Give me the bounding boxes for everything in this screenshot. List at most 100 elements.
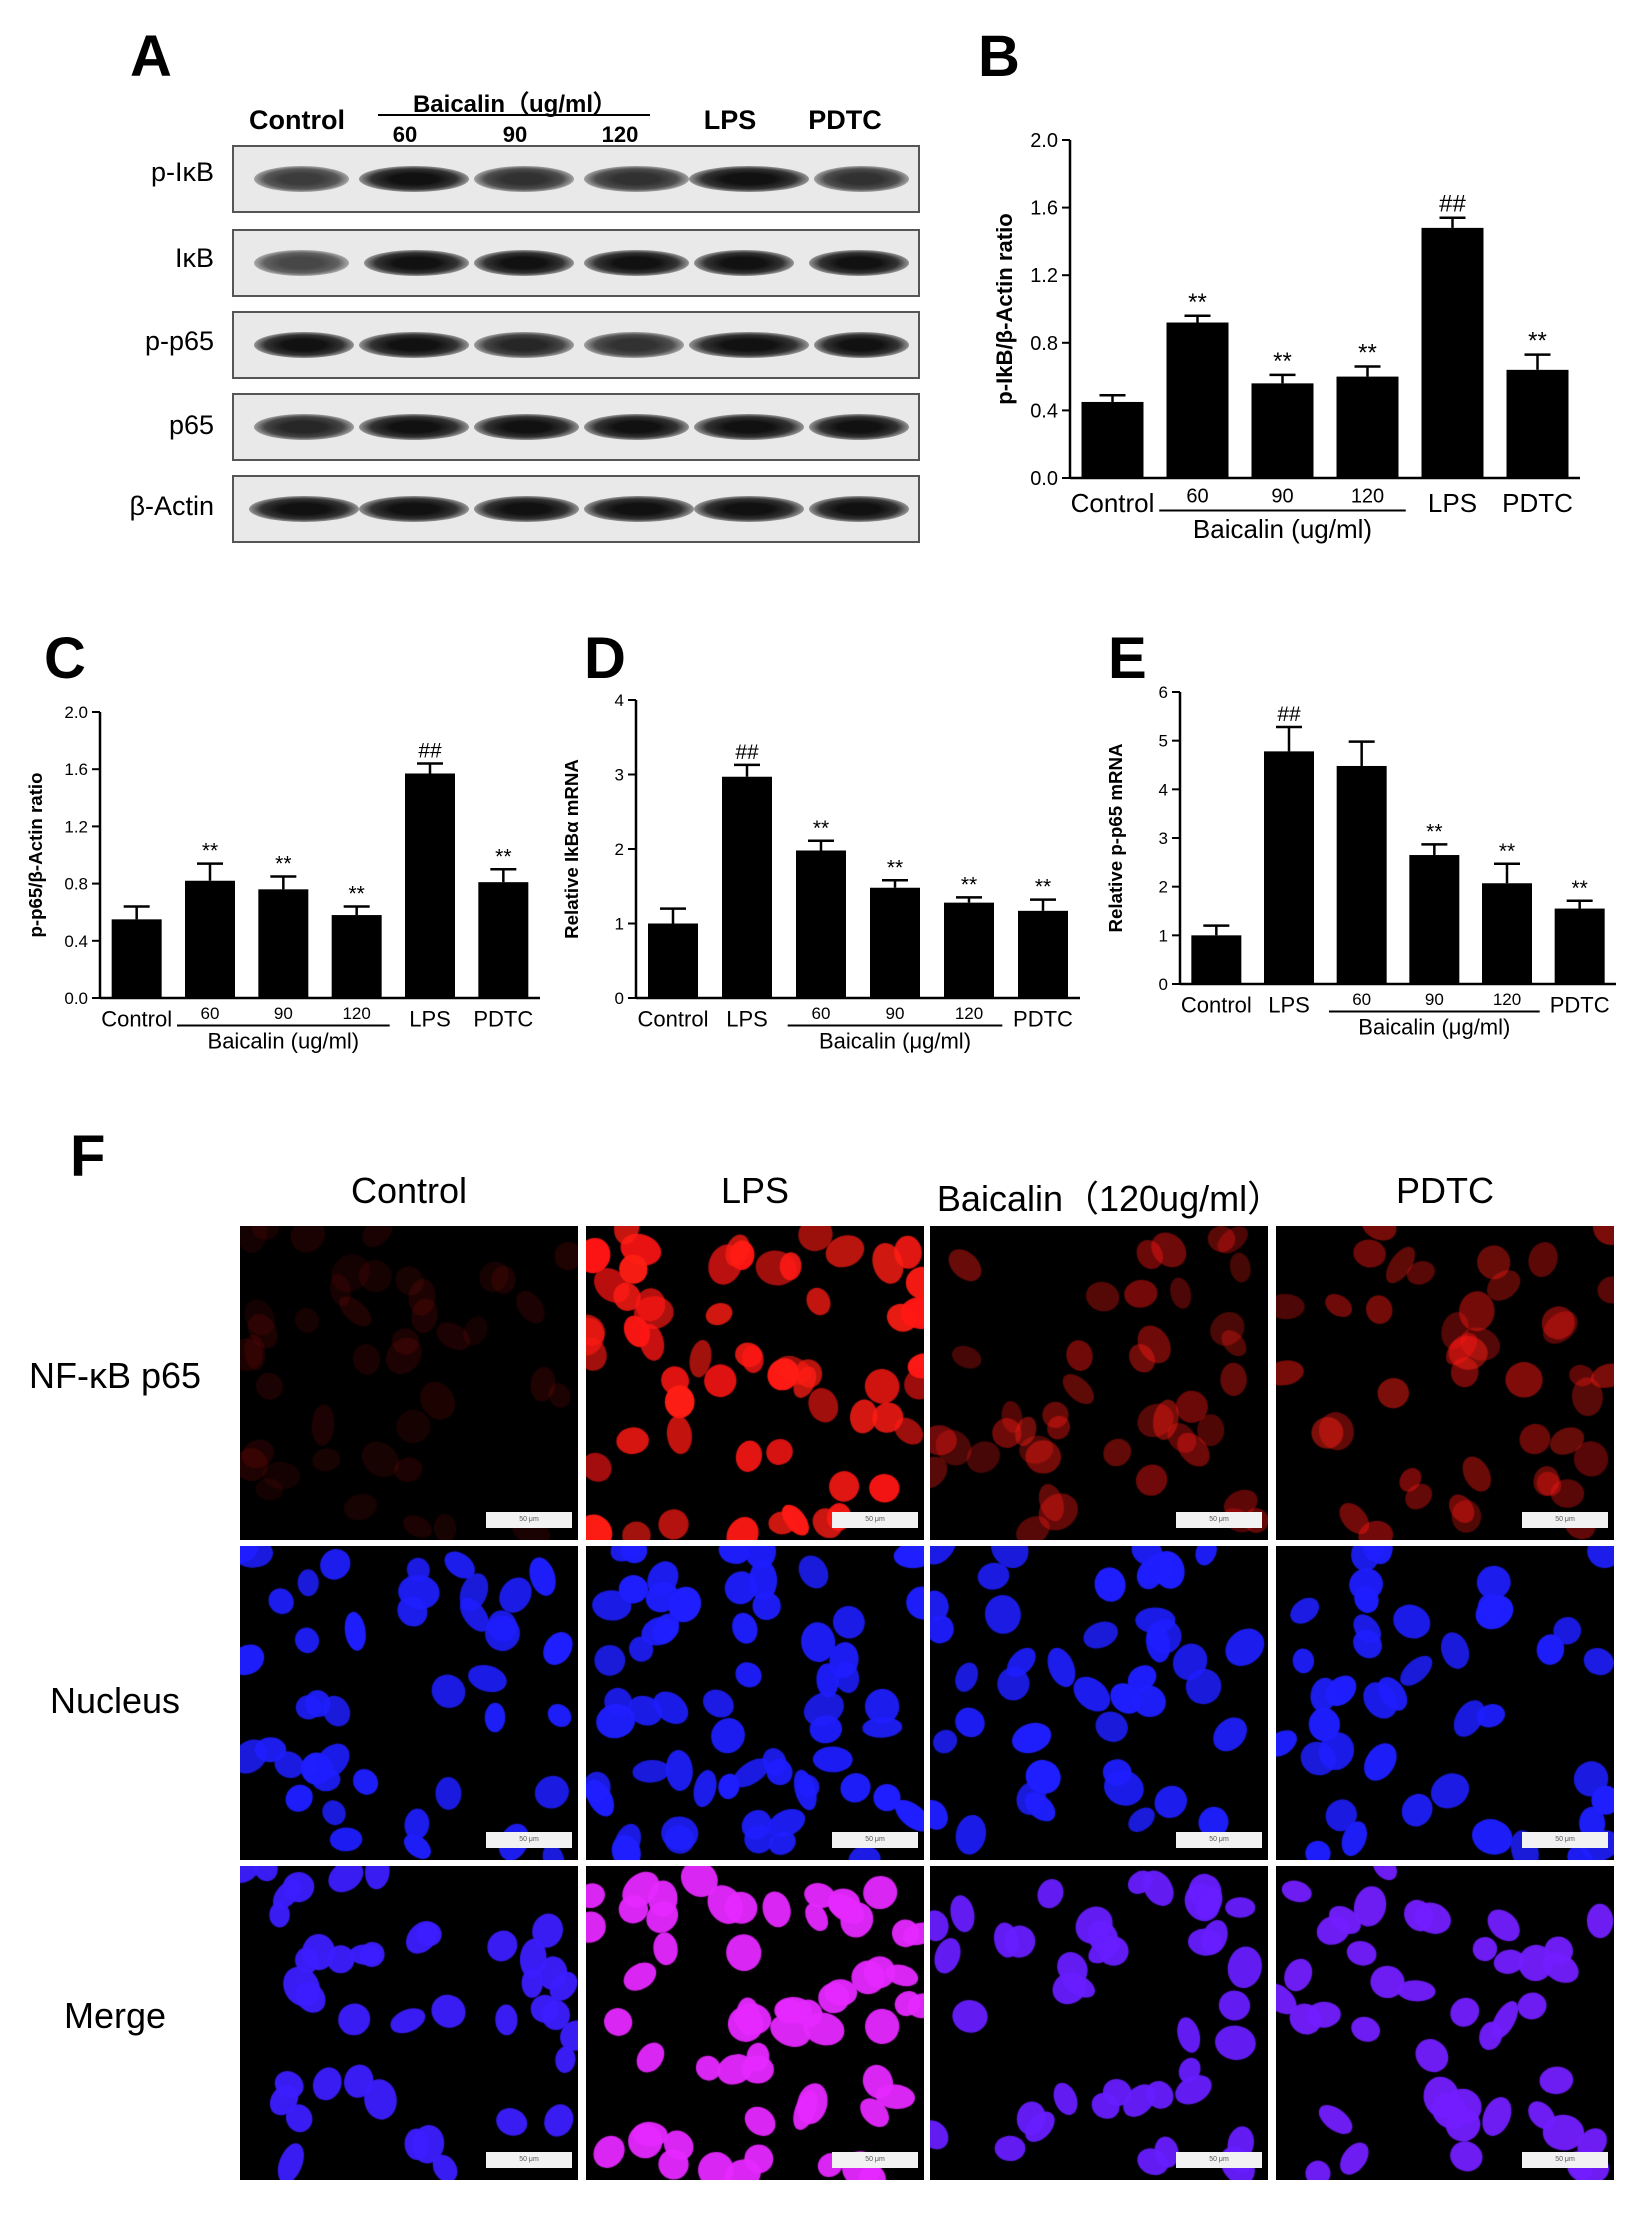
chart-e-significance-marker: **	[1571, 877, 1587, 900]
lane-label-60: 60	[392, 122, 418, 147]
scale-bar: 50 μm	[832, 2152, 918, 2168]
chart-b-category-label: 60	[1186, 486, 1208, 508]
chart-c-group-label: Baicalin (ug/ml)	[208, 1029, 360, 1054]
chart-e-significance-marker: **	[1499, 840, 1515, 863]
chart-b-y-axis-label: p-IkB/β-Actin ratio	[992, 213, 1017, 404]
scale-bar: 50 μm	[486, 1512, 572, 1528]
scale-bar: 50 μm	[1176, 2152, 1262, 2168]
nucleus-image: 50 μm	[1276, 1546, 1614, 1860]
row-label-nucleus: Nucleus	[49, 1680, 181, 1721]
chart-d-bar-lps	[722, 776, 772, 998]
chart-d-bar-60	[796, 850, 846, 998]
chart-d-significance-marker: **	[813, 817, 829, 840]
chart-c-y-tick-label: 0.0	[64, 989, 88, 1008]
merge-image: 50 μm	[240, 1866, 578, 2180]
chart-d-y-tick-label: 4	[615, 691, 624, 710]
chart-b-category-label: 90	[1271, 486, 1293, 508]
chart-e-y-tick-label: 3	[1159, 829, 1168, 848]
blot-label-ikb: IκB	[174, 243, 214, 273]
chart-e-bar-120	[1482, 883, 1532, 984]
chart-b-y-tick-label: 0.4	[1030, 400, 1058, 422]
chart-d-significance-marker: **	[887, 856, 903, 879]
chart-c-y-tick-label: 2.0	[64, 703, 88, 722]
band	[474, 414, 579, 440]
chart-d-y-axis-label: Relative IkBα mRNA	[561, 759, 582, 939]
band	[694, 414, 804, 440]
col-label-pdtc: PDTC	[1396, 1170, 1494, 1211]
chart-e-significance-marker: ##	[1277, 703, 1301, 726]
micrograph-canvas	[240, 1866, 578, 2180]
blot-strip-ikb	[232, 229, 920, 297]
nfkb-p65-image: 50 μm	[240, 1226, 578, 1540]
panel-letter-c: C	[44, 626, 86, 691]
col-label-lps: LPS	[720, 1170, 790, 1211]
blot-strip-p-ikb	[232, 145, 920, 213]
micrograph-canvas	[1276, 1546, 1614, 1860]
chart-e-y-tick-label: 5	[1159, 732, 1168, 751]
band	[254, 414, 354, 440]
chart-e-category-label: PDTC	[1550, 993, 1610, 1018]
panel-letter-a: A	[130, 24, 172, 89]
micrograph-canvas	[586, 1226, 924, 1540]
chart-b-y-tick-label: 1.2	[1030, 265, 1058, 287]
chart-b-bar-60	[1166, 322, 1229, 478]
blot-label-beta-actin: β-Actin	[129, 491, 214, 521]
chart-b-bar-90	[1251, 383, 1314, 478]
panel-letter-b: B	[978, 24, 1020, 89]
chart-d-y-tick-label: 2	[615, 840, 624, 859]
chart-e-y-tick-label: 0	[1159, 975, 1168, 994]
chart-e-bar-pdtc	[1554, 908, 1605, 984]
chart-d-category-label: Control	[638, 1007, 709, 1032]
lane-label-90: 90	[502, 122, 528, 147]
chart-e-category-label: 120	[1493, 990, 1521, 1009]
chart-e-y-tick-label: 1	[1159, 926, 1168, 945]
chart-d-group-label: Baicalin (μg/ml)	[819, 1029, 971, 1054]
panel-letter-d: D	[584, 626, 626, 691]
chart-d-significance-marker: **	[1035, 876, 1051, 899]
merge-image: 50 μm	[1276, 1866, 1614, 2180]
chart-c-bar-60	[185, 880, 235, 998]
band	[814, 166, 909, 192]
row-label-nfkb-p65: NF-κB p65	[28, 1355, 202, 1396]
lane-label-baicalin: Baicalin（ug/ml）	[412, 91, 618, 118]
chart-d-y-tick-label: 0	[615, 989, 624, 1008]
band	[359, 496, 469, 522]
band	[474, 496, 579, 522]
chart-e-category-label: LPS	[1268, 993, 1310, 1018]
chart-b-significance-marker: **	[1528, 328, 1547, 355]
chart-b-category-label: Control	[1071, 488, 1155, 518]
chart-e-bar-60	[1336, 765, 1387, 984]
chart-e-y-tick-label: 6	[1159, 683, 1168, 702]
chart-c-significance-marker: **	[275, 852, 291, 875]
chart-e-category-label: Control	[1181, 993, 1252, 1018]
chart-c-y-tick-label: 0.4	[64, 932, 88, 951]
chart-e-significance-marker: **	[1426, 820, 1442, 843]
chart-d-category-label: 60	[812, 1004, 831, 1023]
chart-b-category-label: PDTC	[1502, 488, 1573, 518]
band	[809, 414, 909, 440]
chart-c-y-axis-label: p-p65/β-Actin ratio	[25, 772, 46, 937]
chart-c-bar-90	[258, 889, 309, 998]
chart-c-significance-marker: **	[202, 840, 218, 863]
scale-bar: 50 μm	[1176, 1512, 1262, 1528]
band	[809, 250, 909, 276]
band	[584, 332, 684, 358]
blot-label-p-ikb: p-IκB	[150, 157, 214, 187]
chart-c-category-label: 120	[342, 1004, 370, 1023]
chart-d-significance-marker: **	[961, 873, 977, 896]
chart-b-bar-pdtc	[1506, 369, 1569, 478]
nfkb-p65-image: 50 μm	[586, 1226, 924, 1540]
chart-d-y-tick-label: 1	[615, 914, 624, 933]
band	[584, 166, 689, 192]
panel-letter-e: E	[1108, 626, 1147, 691]
chart-c-significance-marker: **	[348, 882, 364, 905]
micrograph-canvas	[930, 1866, 1268, 2180]
nucleus-image: 50 μm	[240, 1546, 578, 1860]
merge-image: 50 μm	[930, 1866, 1268, 2180]
chart-c-significance-marker: ##	[418, 739, 442, 762]
chart-e-y-tick-label: 2	[1159, 878, 1168, 897]
chart-c-y-tick-label: 0.8	[64, 875, 88, 894]
chart-d-category-label: PDTC	[1013, 1007, 1073, 1032]
chart-c-category-label: LPS	[409, 1007, 451, 1032]
band	[814, 332, 909, 358]
